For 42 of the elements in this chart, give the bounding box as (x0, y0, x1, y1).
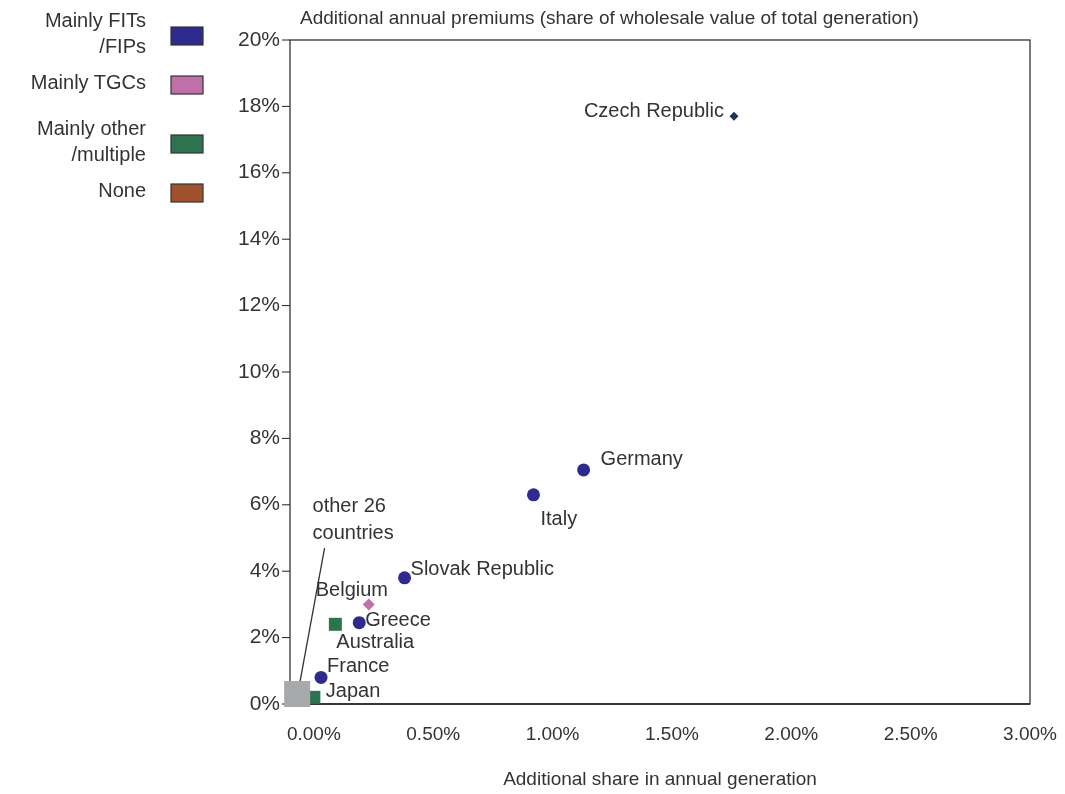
x-tick-label: 0.50% (406, 723, 461, 744)
annotation: Czech Republic (583, 99, 724, 122)
point (398, 571, 412, 585)
x-tick-label: 1.50% (645, 723, 699, 744)
point (314, 670, 328, 684)
y-tick-label: 14% (237, 225, 280, 249)
legend-label: Mainly other /multiple (37, 117, 147, 166)
annotation: Germany (600, 447, 683, 470)
x-tick-label: 2.00% (764, 723, 819, 744)
y-tick-label: 20% (237, 26, 280, 50)
annotation: Belgium (315, 578, 389, 601)
annotation: Italy (540, 507, 578, 530)
legend-label: None (98, 179, 146, 202)
x-tick-label: 1.00% (525, 723, 580, 744)
annotation: France (327, 654, 390, 677)
point (352, 616, 366, 630)
y-tick-label: 18% (237, 92, 280, 116)
y-tick-label: 2% (249, 624, 280, 648)
point (729, 111, 739, 121)
annotation: Australia (336, 630, 416, 653)
y-axis-title: Additional annual premiums (share of wholesale value of total generation) (300, 7, 919, 28)
point (526, 488, 540, 502)
legend-label: Mainly FITs /FIPs (44, 9, 146, 58)
annotation: other 26 countries (312, 494, 394, 544)
x-tick-label: 3.00% (1003, 723, 1058, 744)
y-tick-label: 6% (249, 491, 280, 515)
point (328, 617, 342, 631)
y-tick-label: 8% (249, 424, 280, 448)
y-tick-label: 10% (237, 358, 280, 382)
point (284, 681, 311, 708)
y-tick-label: 16% (237, 159, 280, 183)
x-tick-label: 0.00% (286, 723, 341, 744)
legend-label: Mainly TGCs (30, 71, 146, 94)
point (577, 463, 591, 477)
annotation: Japan (325, 679, 381, 702)
annotation: Slovak Republic (410, 557, 554, 580)
x-tick-label: 2.50% (883, 723, 938, 744)
y-tick-label: 12% (237, 292, 280, 316)
y-tick-label: 4% (249, 557, 280, 581)
annotation: Greece (365, 607, 431, 630)
y-tick-label: 0% (249, 690, 280, 714)
x-axis-title: Additional share in annual generation (503, 768, 817, 789)
